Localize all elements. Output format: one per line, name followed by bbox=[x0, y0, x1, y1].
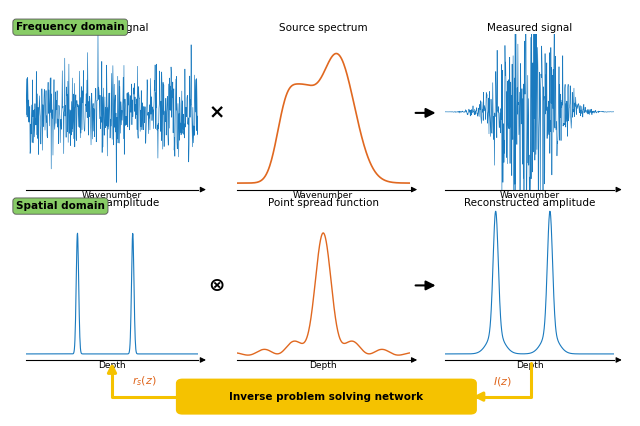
Title: Source spectrum: Source spectrum bbox=[279, 23, 367, 33]
Title: Sample amplitude: Sample amplitude bbox=[65, 198, 159, 208]
Text: ⊗: ⊗ bbox=[208, 276, 225, 295]
X-axis label: Wavenumber: Wavenumber bbox=[82, 191, 142, 200]
Text: $I(z)$: $I(z)$ bbox=[493, 375, 512, 388]
Text: ×: × bbox=[208, 104, 225, 122]
Title: Measured signal: Measured signal bbox=[487, 23, 572, 33]
Text: Inverse problem solving network: Inverse problem solving network bbox=[229, 391, 424, 402]
Title: Reconstructed amplitude: Reconstructed amplitude bbox=[464, 198, 595, 208]
X-axis label: Wavenumber: Wavenumber bbox=[293, 191, 353, 200]
Text: $r_s(z)$: $r_s(z)$ bbox=[132, 374, 156, 388]
X-axis label: Depth: Depth bbox=[516, 361, 543, 370]
Text: Spatial domain: Spatial domain bbox=[16, 201, 105, 211]
X-axis label: Wavenumber: Wavenumber bbox=[500, 191, 559, 200]
Title: Point spread function: Point spread function bbox=[268, 198, 379, 208]
Text: Frequency domain: Frequency domain bbox=[16, 22, 125, 32]
X-axis label: Depth: Depth bbox=[309, 361, 337, 370]
X-axis label: Depth: Depth bbox=[98, 361, 126, 370]
Title: Sample signal: Sample signal bbox=[76, 23, 148, 33]
